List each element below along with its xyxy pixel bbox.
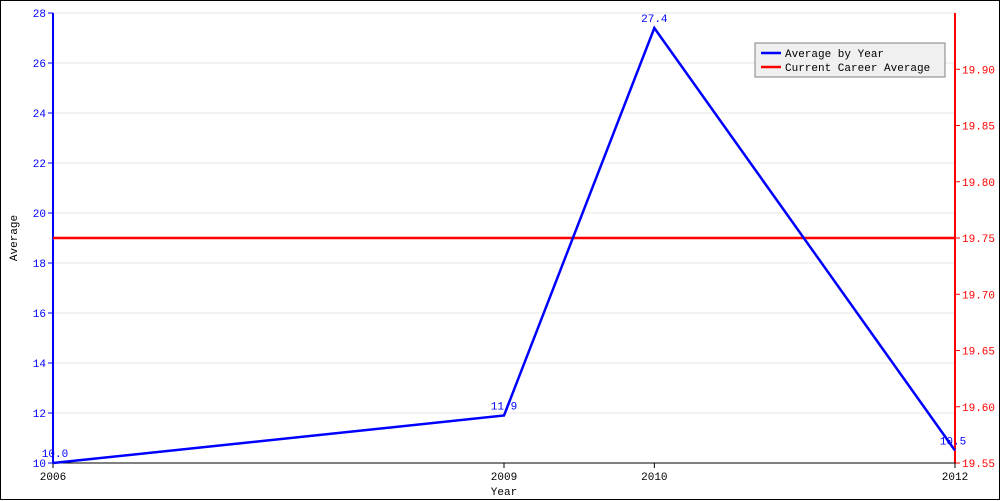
- x-tick-label: 2012: [942, 472, 968, 484]
- x-tick-label: 2006: [40, 472, 66, 484]
- y-axis-title: Average: [9, 215, 21, 261]
- y-tick-label-right: 19.80: [962, 178, 995, 190]
- y-tick-label-right: 19.65: [962, 347, 995, 359]
- data-label: 27.4: [641, 14, 668, 26]
- y-tick-label-left: 22: [33, 159, 46, 171]
- y-tick-label-left: 16: [33, 309, 46, 321]
- data-label: 10.5: [940, 437, 966, 449]
- y-tick-label-left: 20: [33, 209, 46, 221]
- series-avg-by-year: [53, 28, 955, 463]
- chart-svg: 1012141618202224262819.5519.6019.6519.70…: [1, 1, 1000, 501]
- x-tick-label: 2009: [491, 472, 517, 484]
- data-label: 10.0: [42, 449, 68, 461]
- legend: Average by Year Current Career Average: [755, 43, 945, 77]
- chart-container: 1012141618202224262819.5519.6019.6519.70…: [0, 0, 1000, 500]
- legend-label-2: Current Career Average: [785, 63, 930, 75]
- y-tick-label-left: 26: [33, 59, 46, 71]
- y-tick-label-left: 28: [33, 9, 46, 21]
- legend-label-1: Average by Year: [785, 49, 884, 61]
- y-tick-label-right: 19.90: [962, 65, 995, 77]
- y-tick-label-right: 19.55: [962, 459, 995, 471]
- y-tick-label-left: 18: [33, 259, 46, 271]
- y-tick-label-left: 12: [33, 409, 46, 421]
- y-tick-label-right: 19.70: [962, 290, 995, 302]
- x-axis-title: Year: [491, 487, 517, 499]
- y-tick-label-left: 14: [33, 359, 47, 371]
- y-tick-label-right: 19.60: [962, 403, 995, 415]
- y-tick-label-left: 24: [33, 109, 47, 121]
- y-tick-label-right: 19.85: [962, 122, 995, 134]
- y-tick-label-right: 19.75: [962, 234, 995, 246]
- data-label: 11.9: [491, 402, 517, 414]
- x-tick-label: 2010: [641, 472, 667, 484]
